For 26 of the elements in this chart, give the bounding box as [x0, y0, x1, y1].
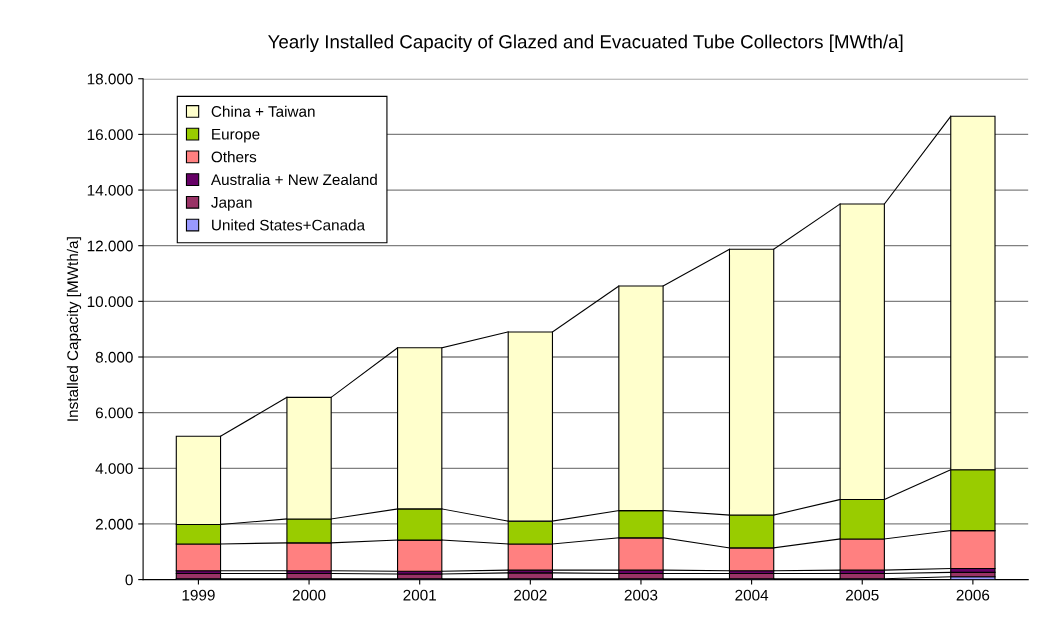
- legend-label: Australia + New Zealand: [210, 173, 377, 186]
- x-tick-label: 2005: [846, 589, 879, 601]
- x-tick-label: 2006: [956, 589, 990, 601]
- y-tick-label: 4.000: [95, 463, 133, 474]
- legend-label: United States+Canada: [212, 219, 366, 231]
- y-tick-label: 0: [125, 574, 133, 586]
- y-tick-label: 2.000: [95, 518, 133, 530]
- y-axis-title: Installed Capacity [MWth/a]: [66, 237, 82, 421]
- legend-label: Others: [211, 151, 257, 163]
- y-tick-label: 12.000: [87, 240, 133, 252]
- y-tick-label: 6.000: [95, 407, 133, 419]
- y-tick-label: 18.000: [87, 73, 133, 85]
- legend-label: China + Taiwan: [211, 105, 315, 117]
- legend-label: Japan: [211, 197, 252, 211]
- y-tick-label: 10.000: [87, 296, 133, 308]
- x-tick-label: 2003: [624, 589, 658, 601]
- x-tick-label: 1999: [182, 589, 215, 601]
- chart-title: Yearly Installed Capacity of Glazed and Evacuated Tube Collectors [MWth/a]: [268, 34, 903, 53]
- y-tick-label: 16.000: [87, 129, 133, 141]
- y-tick-label: 14.000: [87, 184, 133, 196]
- x-tick-label: 2000: [292, 589, 326, 601]
- x-tick-label: 2001: [403, 589, 436, 601]
- y-tick-label: 8.000: [95, 351, 133, 363]
- legend-label: Europe: [212, 128, 260, 143]
- x-tick-label: 2004: [735, 589, 769, 601]
- x-tick-label: 2002: [514, 589, 547, 601]
